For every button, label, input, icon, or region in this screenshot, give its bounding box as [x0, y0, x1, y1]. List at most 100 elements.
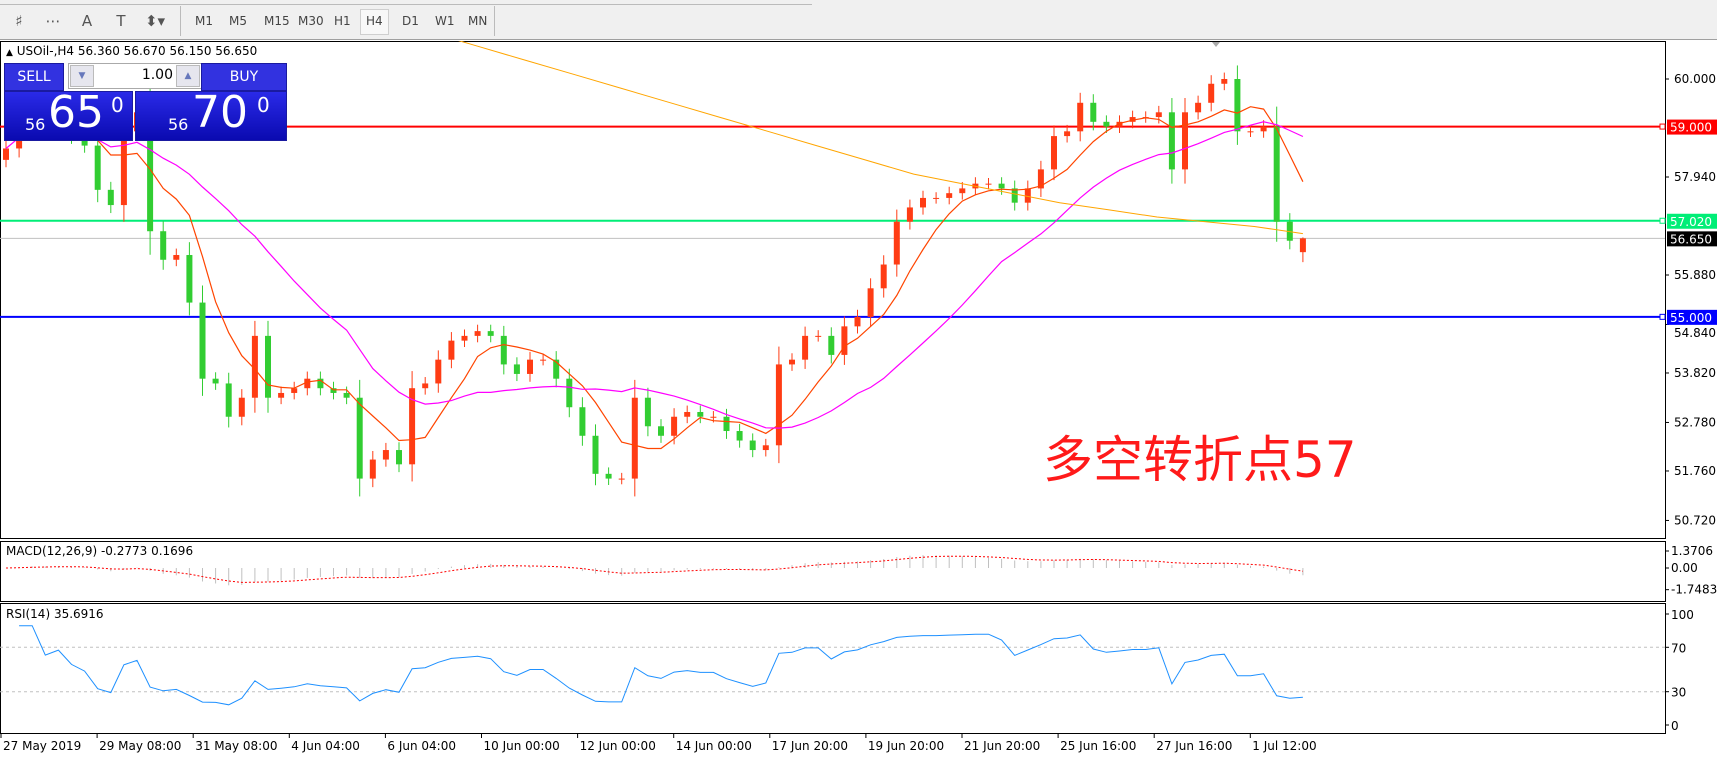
bull-candle — [540, 359, 547, 361]
bull-candle — [3, 148, 9, 160]
main-panel-frame — [0, 41, 1666, 539]
timeframe-m5[interactable]: M5 — [229, 14, 247, 28]
bull-candle — [906, 207, 913, 222]
price-tick-label: 54.840 — [1674, 326, 1716, 340]
time-tick-label: 25 Jun 16:00 — [1060, 739, 1136, 753]
bull-candle — [461, 335, 468, 341]
bear-candle — [513, 364, 520, 374]
lot-increase-icon[interactable]: ▲ — [176, 65, 200, 87]
price-tick-label: 57.940 — [1674, 170, 1716, 184]
bear-candle — [500, 335, 507, 365]
bear-candle — [107, 189, 114, 206]
price-tick-label: 53.820 — [1674, 366, 1716, 380]
chart-canvas[interactable]: 60.000 57.940 55.880 54.840 53.820 52.780 51.7… — [0, 41, 1717, 760]
bull-candle — [278, 392, 285, 398]
bull-candle — [527, 359, 533, 374]
arrows-dropdown-icon[interactable]: ⬍▾ — [144, 12, 166, 30]
bull-candle — [671, 416, 678, 436]
timeframe-m30[interactable]: M30 — [298, 14, 324, 28]
macd-tick-label: -1.7483 — [1671, 583, 1717, 597]
bull-candle — [1155, 112, 1162, 118]
text-icon[interactable]: A — [81, 12, 93, 30]
line-handle-icon — [1659, 123, 1666, 130]
bull-candle — [775, 364, 782, 446]
time-tick-label: 27 May 2019 — [3, 739, 81, 753]
symbol-ohlc: USOil-,H4 56.360 56.670 56.150 56.650 — [16, 44, 258, 58]
timeframe-m1[interactable]: M1 — [195, 14, 213, 28]
timeframe-mn[interactable]: MN — [468, 14, 488, 28]
price-tag-59.000 — [1667, 119, 1717, 135]
bear-candle — [553, 359, 560, 379]
bear-candle — [199, 302, 206, 379]
sell-price-button[interactable]: 56 65 0 — [4, 91, 133, 141]
bull-candle — [880, 264, 887, 289]
bear-candle — [212, 378, 219, 384]
bull-candle — [841, 326, 848, 355]
lot-size-field[interactable]: ▼ 1.00 ▲ — [68, 63, 202, 89]
bull-candle — [1221, 79, 1228, 84]
toolbar-top-strip — [0, 0, 812, 5]
price-tag-56.650 — [1667, 231, 1717, 247]
macd-panel-frame — [0, 541, 1666, 602]
bear-candle — [749, 440, 756, 451]
buy-price-button[interactable]: 56 70 0 — [135, 91, 287, 141]
buy-button[interactable]: BUY — [201, 63, 287, 91]
collapse-triangle-icon[interactable]: ▲ — [6, 48, 13, 58]
bear-candle — [658, 426, 664, 436]
timeframe-h1[interactable]: H1 — [334, 14, 351, 28]
macd-signal-line — [5, 555, 1303, 583]
bull-candle — [959, 188, 966, 194]
price-tick-label: 50.720 — [1674, 513, 1716, 527]
timeframe-h4[interactable]: H4 — [360, 9, 389, 35]
bear-candle — [160, 231, 167, 260]
time-tick-label: 10 Jun 00:00 — [484, 739, 560, 753]
bull-candle — [304, 378, 311, 389]
bear-candle — [1168, 112, 1175, 170]
bear-candle — [343, 392, 350, 398]
bear-candle — [998, 183, 1005, 189]
bull-candle — [1024, 188, 1031, 203]
bull-candle — [920, 197, 926, 208]
rsi-label: RSI(14) 35.6916 — [6, 607, 104, 621]
bull-candle — [1064, 131, 1071, 137]
bull-candle — [1116, 121, 1123, 127]
time-tick-label: 27 Jun 16:00 — [1156, 739, 1232, 753]
bull-candle — [802, 335, 809, 360]
bull-candle — [631, 397, 638, 479]
bear-candle — [147, 112, 154, 232]
bear-candle — [605, 473, 612, 479]
lot-size-value[interactable]: 1.00 — [141, 67, 173, 83]
timeframe-w1[interactable]: W1 — [435, 14, 455, 28]
bear-candle — [317, 378, 324, 389]
fibonacci-expansion-icon[interactable]: ♯ — [15, 12, 23, 30]
line-handle-icon — [1659, 313, 1666, 320]
price-tag-55.000 — [1667, 309, 1717, 325]
text-label-icon[interactable]: T — [116, 12, 126, 30]
chart-annotation-text[interactable]: 多空转折点57 — [1043, 431, 1357, 489]
buy-price-prefix: 56 — [168, 115, 189, 134]
bull-candle — [1260, 126, 1267, 132]
bull-candle — [933, 197, 940, 199]
bear-candle — [644, 397, 651, 427]
chart-window[interactable]: 60.000 57.940 55.880 54.840 53.820 52.780 51.7… — [0, 41, 1717, 760]
time-tick-label: 29 May 08:00 — [99, 739, 181, 753]
sell-button[interactable]: SELL — [4, 63, 64, 91]
bull-candle — [1037, 169, 1044, 189]
rsi-tick-label: 30 — [1671, 686, 1686, 700]
timeframe-d1[interactable]: D1 — [402, 14, 419, 28]
bull-candle — [618, 478, 625, 480]
bear-candle — [1090, 102, 1097, 122]
time-tick-label: 12 Jun 00:00 — [580, 739, 656, 753]
bull-candle — [1195, 102, 1202, 113]
bull-candle — [369, 459, 376, 479]
toolbar-separator — [180, 6, 181, 36]
rsi-tick-label: 0 — [1671, 719, 1679, 733]
bull-candle — [120, 131, 127, 206]
price-tick-label: 51.760 — [1674, 464, 1716, 478]
lot-decrease-icon[interactable]: ▼ — [70, 65, 94, 87]
buy-price-fraction: 0 — [257, 93, 270, 117]
bear-candle — [1273, 126, 1280, 222]
timeframe-m15[interactable]: M15 — [264, 14, 290, 28]
fibonacci-fan-icon[interactable]: ⋯ — [45, 12, 61, 30]
bear-candle — [723, 416, 730, 432]
